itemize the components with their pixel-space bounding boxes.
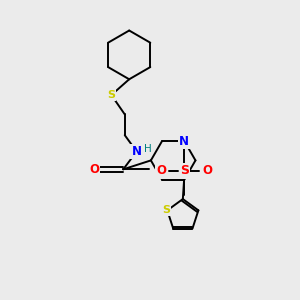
Text: S: S — [162, 206, 170, 215]
Text: O: O — [156, 164, 167, 177]
Text: S: S — [107, 90, 116, 100]
Text: H: H — [144, 143, 152, 154]
Text: O: O — [202, 164, 212, 177]
Text: N: N — [132, 145, 142, 158]
Text: O: O — [89, 163, 99, 176]
Text: S: S — [180, 164, 189, 177]
Text: N: N — [179, 135, 189, 148]
